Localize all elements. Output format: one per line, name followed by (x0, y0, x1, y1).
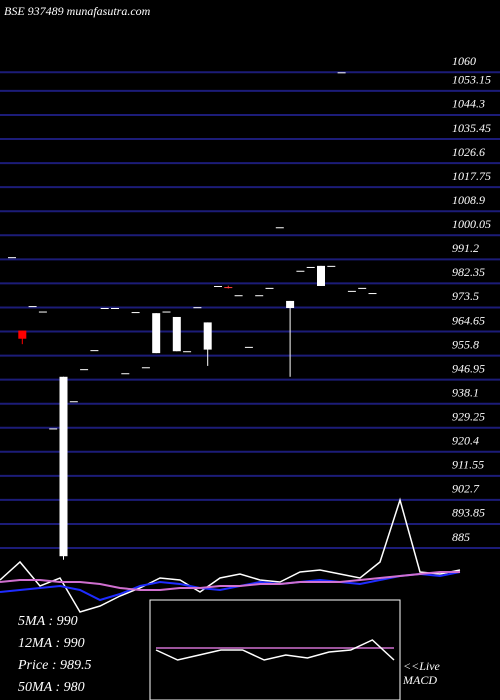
candle-body (100, 308, 109, 309)
ma-line (0, 571, 460, 591)
indicator-label: 12MA : 990 (18, 636, 85, 651)
candle-body (265, 287, 274, 289)
macd-label: <<Live (403, 659, 441, 673)
y-tick-label: 1053.15 (452, 73, 491, 87)
candle-body (193, 307, 202, 309)
y-tick-label: 911.55 (452, 458, 484, 472)
candle-body (49, 428, 58, 430)
y-tick-label: 991.2 (452, 241, 479, 255)
candle-body (121, 373, 130, 375)
candle-body (162, 311, 171, 313)
y-tick-label: 1000.05 (452, 217, 491, 231)
y-tick-label: 946.95 (452, 361, 485, 375)
candle-body (255, 295, 264, 297)
chart-title: BSE 937489 munafasutra.com (4, 4, 151, 18)
y-tick-label: 1044.3 (452, 97, 485, 111)
indicator-label: 50MA : 980 (18, 680, 85, 695)
y-tick-label: 929.25 (452, 409, 485, 423)
macd-label: MACD (402, 673, 437, 687)
candle-body (317, 265, 325, 286)
candle-body (224, 287, 233, 289)
candle-body (69, 401, 78, 403)
y-tick-label: 982.35 (452, 265, 485, 279)
candle-body (183, 351, 192, 353)
candle-body (38, 311, 47, 313)
y-tick-label: 955.8 (452, 337, 479, 351)
y-tick-label: 893.85 (452, 506, 485, 520)
candle-body (111, 308, 119, 309)
candle-body (244, 346, 253, 348)
macd-panel (149, 599, 401, 700)
ma-line (0, 497, 461, 613)
y-tick-label: 920.4 (452, 434, 479, 448)
candle-body (152, 313, 161, 354)
y-tick-label: 1060 (452, 54, 476, 68)
candle-body (131, 312, 140, 314)
indicator-label: Price : 989.5 (17, 658, 91, 673)
y-tick-label: 964.65 (452, 313, 485, 327)
candle-body (203, 322, 212, 350)
candle-body (234, 295, 243, 297)
candle-body (327, 265, 336, 267)
y-tick-label: 885 (452, 530, 470, 544)
y-tick-label: 973.5 (452, 289, 479, 303)
candle-body (172, 316, 181, 352)
y-tick-label: 1035.45 (452, 121, 491, 135)
ma-line (0, 571, 461, 602)
candle-body (80, 369, 89, 371)
candle-body (8, 257, 16, 259)
candle-body (337, 72, 346, 74)
y-tick-label: 1008.9 (452, 193, 485, 207)
candle-body (358, 287, 367, 289)
candle-body (90, 350, 99, 352)
y-tick-label: 1017.75 (452, 169, 491, 183)
candle-body (141, 367, 150, 369)
indicator-label: 5MA : 990 (18, 614, 78, 629)
candle-body (18, 330, 27, 339)
y-tick-label: 1026.6 (452, 145, 485, 159)
candle-body (214, 285, 222, 287)
y-tick-label: 938.1 (452, 385, 479, 399)
candle-body (28, 306, 37, 308)
y-tick-label: 902.7 (452, 482, 480, 496)
candle-body (59, 376, 68, 557)
macd-line (155, 639, 395, 661)
candle-body (275, 227, 284, 229)
candle-body (286, 300, 295, 308)
candle-body (306, 266, 315, 268)
candle-body (296, 270, 305, 272)
candle-body (368, 293, 377, 295)
candle-body (347, 290, 356, 292)
